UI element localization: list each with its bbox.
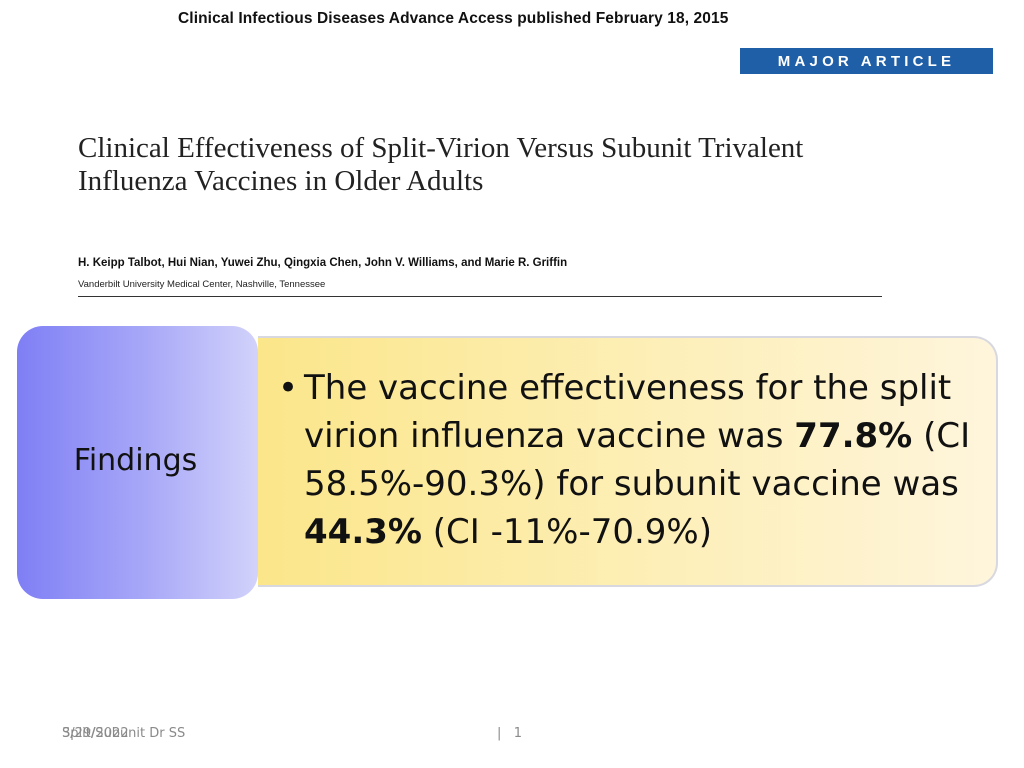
- major-article-badge: MAJOR ARTICLE: [740, 48, 993, 74]
- findings-text-part-1: The vaccine effectiveness for the split …: [304, 368, 952, 456]
- split-virion-effectiveness: 77.8%: [794, 416, 913, 456]
- findings-bullet: • The vaccine effectiveness for the spli…: [278, 364, 978, 556]
- paper-authors: H. Keipp Talbot, Hui Nian, Yuwei Zhu, Qi…: [78, 257, 568, 269]
- paper-title: Clinical Effectiveness of Split-Virion V…: [78, 132, 804, 197]
- findings-content-box: • The vaccine effectiveness for the spli…: [258, 336, 998, 587]
- findings-text-part-2: (CI 58.5%-90.3%) for subunit vaccine was: [304, 416, 971, 504]
- footer-page: | 1: [497, 726, 522, 741]
- footer-separator: |: [497, 726, 502, 741]
- findings-text-part-3: (CI -11%-70.9%): [421, 512, 712, 552]
- subunit-effectiveness: 44.3%: [304, 512, 422, 552]
- page-number: 1: [513, 726, 523, 741]
- footer-date: 3/29/2022: [62, 726, 129, 741]
- footer-title: Split/Subunit Dr SS: [62, 726, 186, 741]
- findings-text: The vaccine effectiveness for the split …: [304, 364, 978, 556]
- publication-line: Clinical Infectious Diseases Advance Acc…: [178, 10, 729, 27]
- paper-affiliation: Vanderbilt University Medical Center, Na…: [78, 279, 326, 290]
- header-divider: [78, 296, 882, 297]
- findings-label-box: Findings: [17, 326, 258, 599]
- findings-label: Findings: [73, 443, 198, 478]
- bullet-icon: •: [278, 368, 299, 408]
